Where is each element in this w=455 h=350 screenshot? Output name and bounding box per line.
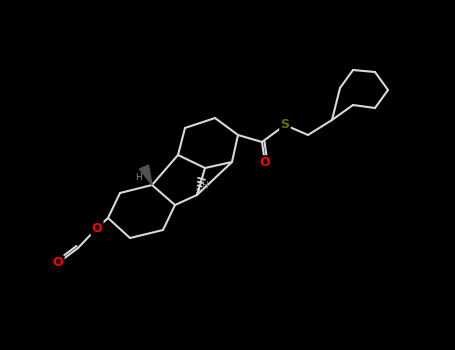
- Text: H: H: [136, 173, 142, 182]
- Text: O: O: [53, 257, 63, 270]
- Polygon shape: [139, 165, 152, 185]
- Text: O: O: [260, 156, 270, 169]
- Text: S: S: [280, 119, 289, 132]
- Text: H: H: [202, 181, 208, 189]
- Text: O: O: [92, 222, 102, 235]
